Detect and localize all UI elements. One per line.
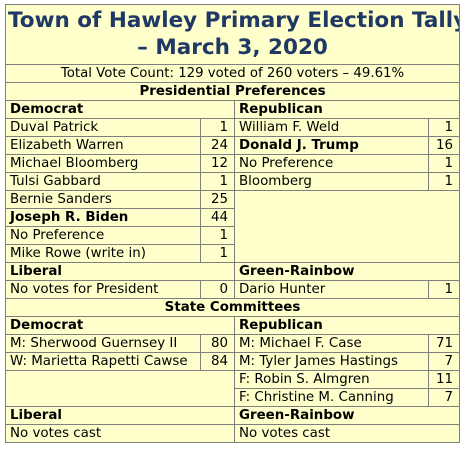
- vote-count: 16: [427, 136, 461, 155]
- state-committees-heading: State Committees: [4, 298, 461, 317]
- candidate-name: M: Michael F. Case: [234, 334, 429, 353]
- candidate-name: M: Sherwood Guernsey II: [5, 334, 201, 353]
- green-rainbow-header: Green-Rainbow: [233, 262, 461, 281]
- table-row: Joseph R. Biden 44: [5, 208, 460, 227]
- table-row: Michael Bloomberg 12 No Preference 1: [5, 154, 461, 173]
- vote-count: 7: [427, 352, 461, 371]
- candidate-name: W: Marietta Rapetti Cawse: [5, 352, 201, 371]
- total-row: Total Vote Count: 129 voted of 260 voter…: [4, 64, 461, 83]
- vote-count: 12: [200, 154, 235, 173]
- empty-cell: [5, 370, 235, 407]
- table-row: Bernie Sanders 25: [5, 190, 461, 263]
- vote-count: 84: [200, 352, 235, 371]
- candidate-name: Donald J. Trump: [234, 136, 429, 155]
- no-votes-text: No votes cast: [233, 424, 461, 443]
- vote-count: 1: [427, 172, 461, 191]
- no-votes-text: No votes cast: [5, 424, 235, 443]
- candidate-name: Michael Bloomberg: [5, 154, 201, 173]
- table-row: Duval Patrick 1 William F. Weld 1: [5, 118, 461, 137]
- candidate-name: F: Robin S. Almgren: [234, 370, 429, 389]
- vote-count: 71: [427, 334, 461, 353]
- vote-count: 0: [200, 280, 235, 299]
- table-row: F: Robin S. Almgren 11: [5, 370, 461, 407]
- candidate-name: Duval Patrick: [5, 118, 201, 137]
- liberal-header: Liberal: [5, 406, 235, 425]
- presidential-preferences-heading: Presidential Preferences: [4, 82, 461, 101]
- candidate-name: F: Christine M. Canning: [234, 388, 429, 407]
- vote-count: 24: [200, 136, 235, 155]
- vote-count: 25: [200, 190, 235, 209]
- vote-count: 1: [427, 280, 461, 299]
- title-line-2: – March 3, 2020: [137, 35, 328, 60]
- candidate-name: No votes for President: [5, 280, 201, 299]
- table-row: No votes cast No votes cast: [5, 424, 461, 443]
- candidate-name: Elizabeth Warren: [5, 136, 201, 155]
- candidate-name: No Preference: [5, 226, 201, 245]
- vote-count: 1: [427, 154, 461, 173]
- title-line-1: Town of Hawley Primary Election Tally: [8, 8, 460, 33]
- committees-heading-row: State Committees: [4, 298, 461, 317]
- table-row: M: Sherwood Guernsey II 80 M: Michael F.…: [5, 334, 461, 353]
- democrat-header: Democrat: [5, 100, 235, 119]
- total-vote-count: Total Vote Count: 129 voted of 260 voter…: [4, 64, 461, 83]
- party-header-row: Democrat Republican: [5, 316, 461, 335]
- candidate-name: Bernie Sanders: [5, 190, 201, 209]
- vote-count: 1: [200, 172, 235, 191]
- vote-count: 80: [200, 334, 235, 353]
- party-header-row: Liberal Green-Rainbow: [5, 262, 461, 281]
- election-tally-table: Town of Hawley Primary Election Tally – M…: [4, 4, 461, 443]
- republican-header: Republican: [233, 316, 461, 335]
- table-row: Tulsi Gabbard 1 Bloomberg 1: [5, 172, 461, 191]
- vote-count: 1: [200, 118, 235, 137]
- vote-count: 7: [427, 388, 461, 407]
- candidate-name: No Preference: [234, 154, 429, 173]
- democrat-header: Democrat: [5, 316, 235, 335]
- vote-count: 44: [200, 208, 235, 227]
- table-row: No votes for President 0 Dario Hunter 1: [5, 280, 461, 299]
- vote-count: 1: [200, 226, 235, 245]
- candidate-name: M: Tyler James Hastings: [234, 352, 429, 371]
- table-row: W: Marietta Rapetti Cawse 84 M: Tyler Ja…: [5, 352, 461, 371]
- candidate-name: William F. Weld: [234, 118, 429, 137]
- party-header-row: Liberal Green-Rainbow: [5, 406, 461, 425]
- vote-count: 11: [427, 370, 461, 389]
- presidential-heading-row: Presidential Preferences: [4, 82, 461, 101]
- table-row: Elizabeth Warren 24 Donald J. Trump 16: [5, 136, 461, 155]
- candidate-name: Tulsi Gabbard: [5, 172, 201, 191]
- candidate-name: Mike Rowe (write in): [5, 244, 201, 263]
- candidate-name: Bloomberg: [234, 172, 429, 191]
- vote-count: 1: [427, 118, 461, 137]
- republican-header: Republican: [233, 100, 461, 119]
- green-rainbow-header: Green-Rainbow: [233, 406, 461, 425]
- vote-count: 1: [200, 244, 235, 263]
- page-title: Town of Hawley Primary Election Tally – M…: [4, 4, 461, 65]
- title-row: Town of Hawley Primary Election Tally – M…: [4, 4, 461, 65]
- candidate-name: Dario Hunter: [234, 280, 429, 299]
- candidate-name: Joseph R. Biden: [5, 208, 201, 227]
- empty-cell: [233, 190, 461, 263]
- liberal-header: Liberal: [5, 262, 235, 281]
- party-header-row: Democrat Republican: [5, 100, 461, 119]
